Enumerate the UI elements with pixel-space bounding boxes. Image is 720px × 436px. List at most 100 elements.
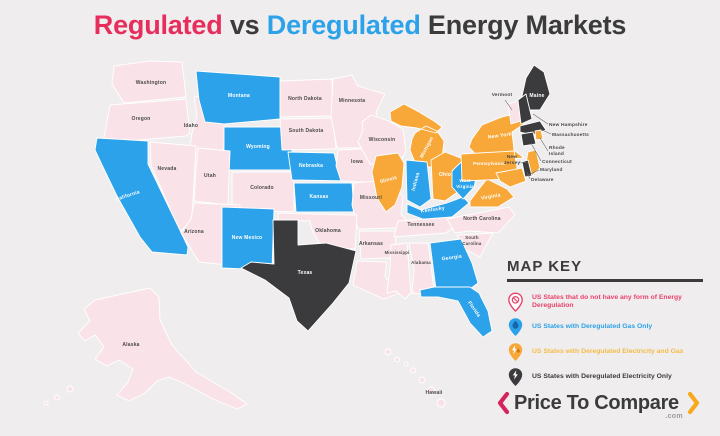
- state-label-utah: Utah: [204, 173, 216, 179]
- callout-line-rhode-island: [539, 137, 549, 152]
- title-word-energy-markets: Energy Markets: [427, 10, 627, 40]
- state-label-hawaii: Hawaii: [425, 390, 442, 396]
- state-label-kansas: Kansas: [310, 194, 329, 200]
- state-label-idaho: Idaho: [184, 123, 198, 129]
- state-label-nevada: Nevada: [158, 166, 177, 172]
- state-label-oregon: Oregon: [132, 116, 151, 122]
- page-title: Regulated vs Deregulated Energy Markets: [0, 10, 720, 41]
- state-label-connecticut: Connecticut: [542, 159, 572, 165]
- state-connecticut: [520, 131, 537, 147]
- callout-line-new-hampshire: [532, 113, 549, 125]
- map-key-label: US States with Deregulated Gas Only: [532, 322, 653, 330]
- left-chevron-icon: [497, 391, 510, 415]
- state-delaware: [521, 159, 533, 178]
- state-label-delaware: Delaware: [531, 177, 554, 183]
- state-label-colorado: Colorado: [250, 185, 274, 191]
- right-chevron-icon: [687, 391, 699, 415]
- state-label-indiana: Indiana: [411, 172, 422, 192]
- map-key-item-gas-only: US States with Deregulated Gas Only: [507, 317, 707, 338]
- title-word-vs: vs: [229, 10, 260, 40]
- state-wisconsin: [357, 114, 407, 165]
- state-virginia: [469, 178, 515, 208]
- state-label-new-mexico: New Mexico: [232, 235, 263, 241]
- state-montana: [195, 70, 281, 125]
- map-key-label: US States with Deregulated Electricity a…: [532, 347, 684, 355]
- state-label-maryland: Maryland: [540, 167, 563, 173]
- state-label-arkansas: Arkansas: [359, 241, 383, 247]
- title-word-regulated: Regulated: [93, 10, 223, 40]
- state-label-south-carolina: South: [465, 235, 479, 240]
- state-colorado: [231, 171, 295, 213]
- brand-name-text: Price To Compare: [514, 391, 679, 414]
- title-word-deregulated: Deregulated: [266, 10, 421, 40]
- map-key-item-electricity-only: US States with Deregulated Electricity O…: [507, 367, 707, 388]
- no-deregulation-pin-icon: [508, 291, 523, 312]
- state-north-carolina: [446, 206, 516, 234]
- state-label-alabama: Alabama: [411, 260, 431, 265]
- state-label-new-york: New York: [488, 131, 513, 140]
- state-label-south-dakota: South Dakota: [289, 128, 324, 134]
- map-key-divider: [507, 279, 703, 282]
- state-label-montana: Montana: [228, 93, 250, 99]
- map-key-item-electricity-and-gas: US States with Deregulated Electricity a…: [507, 342, 707, 363]
- state-south-dakota: [279, 117, 337, 151]
- state-label-west-virginia: Virginia: [456, 184, 474, 189]
- state-alaska: [43, 287, 248, 410]
- state-label-tennessee: Tennessee: [407, 222, 434, 228]
- state-alabama: [408, 242, 435, 296]
- state-michigan: [389, 103, 445, 168]
- callout-line-new-jersey: [518, 161, 530, 164]
- state-texas: [240, 219, 357, 332]
- gas-pin-icon: [508, 317, 523, 336]
- state-label-alaska: Alaska: [122, 342, 139, 348]
- state-label-rhode-island: Island: [549, 151, 564, 157]
- state-label-georgia: Georgia: [441, 254, 462, 263]
- state-utah: [193, 147, 231, 206]
- callout-line-massachusetts: [539, 128, 552, 135]
- state-label-massachusetts: Massachusetts: [552, 132, 589, 138]
- state-label-oklahoma: Oklahoma: [315, 228, 341, 234]
- state-indiana: [405, 159, 432, 208]
- state-hawaii: [384, 348, 446, 408]
- electricity-pin-icon: [508, 367, 523, 386]
- map-key: MAP KEY US States that do not have any f…: [507, 258, 707, 392]
- state-washington: [111, 60, 187, 104]
- state-label-iowa: Iowa: [351, 159, 363, 165]
- state-label-texas: Texas: [298, 270, 313, 276]
- state-label-new-jersey: New: [507, 154, 518, 160]
- state-label-south-carolina: Carolina: [462, 241, 482, 246]
- callout-line-delaware: [526, 171, 531, 180]
- state-florida: [419, 286, 493, 338]
- state-label-vermont: Vermont: [492, 92, 513, 98]
- state-oregon: [102, 98, 191, 144]
- state-california: [94, 137, 189, 256]
- state-label-missouri: Missouri: [360, 195, 383, 201]
- state-new-hampshire: [517, 93, 533, 125]
- state-illinois: [371, 152, 405, 213]
- map-key-title: MAP KEY: [507, 258, 583, 275]
- state-label-nebraska: Nebraska: [299, 163, 323, 169]
- state-label-kentucky: Kentucky: [421, 205, 446, 214]
- state-label-north-dakota: North Dakota: [288, 96, 322, 102]
- state-maryland: [495, 167, 527, 188]
- state-rhode-island: [534, 129, 544, 141]
- callout-line-connecticut: [530, 142, 542, 162]
- state-label-virginia: Virginia: [481, 192, 502, 201]
- map-key-item-regulated: US States that do not have any form of E…: [507, 291, 707, 313]
- state-label-minnesota: Minnesota: [339, 98, 366, 104]
- electricity-and-gas-pin-icon: [508, 342, 523, 361]
- state-label-ohio: Ohio: [439, 172, 451, 178]
- state-label-illinois: Illinois: [380, 175, 398, 185]
- callout-line-vermont: [504, 99, 513, 111]
- state-kentucky: [406, 196, 470, 222]
- brand-tld: .com: [665, 412, 683, 420]
- state-label-pennsylvania: Pennsylvania: [473, 161, 505, 166]
- brand-name: Price To Compare .com: [514, 391, 683, 420]
- state-label-wisconsin: Wisconsin: [369, 137, 396, 143]
- state-label-new-jersey: Jersey: [504, 160, 521, 166]
- map-key-label: US States with Deregulated Electricity O…: [532, 372, 672, 380]
- state-label-west-virginia: West: [459, 178, 471, 183]
- state-label-north-carolina: North Carolina: [463, 216, 501, 222]
